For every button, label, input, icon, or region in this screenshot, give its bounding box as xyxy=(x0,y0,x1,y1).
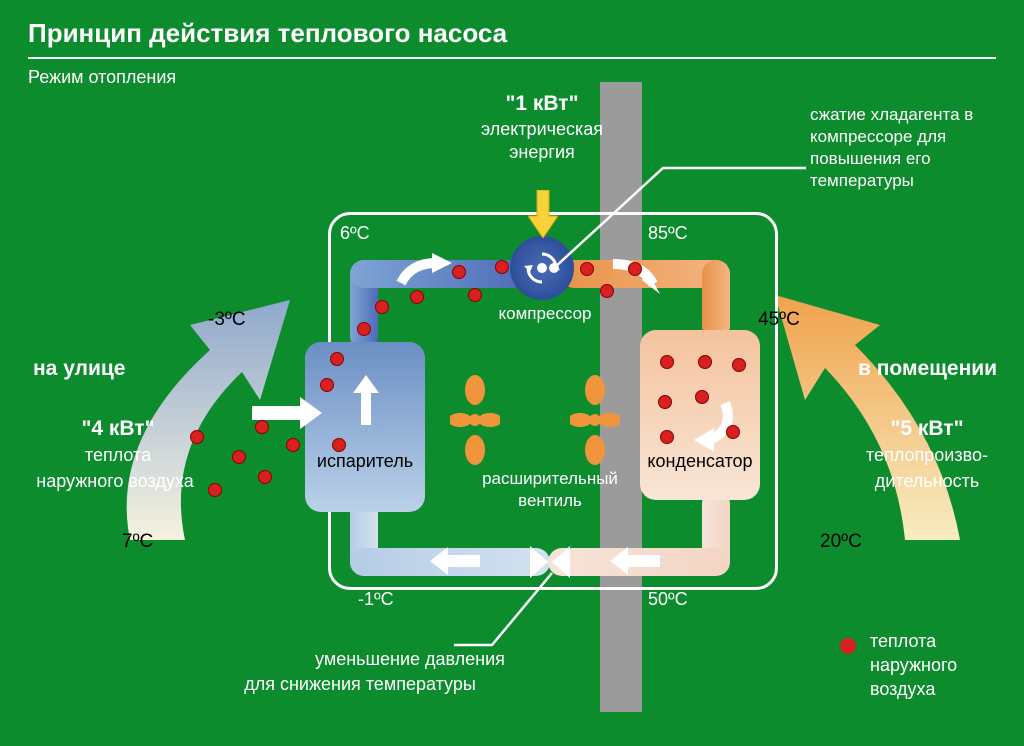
temp-outside-out: -3ºС xyxy=(208,308,246,333)
heat-dot xyxy=(286,438,300,452)
heat-dot xyxy=(600,284,614,298)
exp-valve-label-1: расширительный xyxy=(450,468,650,490)
flow-arrow-icon xyxy=(351,375,381,425)
pressure-note-1: уменьшение давления xyxy=(260,648,560,671)
flow-arrow-icon xyxy=(610,545,665,575)
outside-power: "4 кВт" xyxy=(28,415,208,442)
fan-right-icon xyxy=(570,375,620,465)
heat-dot xyxy=(410,290,424,304)
legend-line-1: теплота xyxy=(870,630,936,653)
inside-location: в помещении xyxy=(858,355,997,382)
leader-line xyxy=(452,570,562,650)
heat-dot xyxy=(660,355,674,369)
compression-note: сжатие хладагента в компрессоре для повы… xyxy=(810,104,1020,192)
temp-top-left: 6ºС xyxy=(340,222,370,245)
heat-dot xyxy=(698,355,712,369)
heat-dot xyxy=(468,288,482,302)
heat-dot xyxy=(580,262,594,276)
outside-desc-1: теплота xyxy=(28,444,208,467)
evaporator-box xyxy=(305,342,425,512)
temp-inside-in: 20ºС xyxy=(820,530,862,555)
heat-dot xyxy=(726,425,740,439)
inside-desc-2: дительность xyxy=(842,470,1012,493)
exp-valve-label-2: вентиль xyxy=(450,490,650,512)
fan-left-icon xyxy=(450,375,500,465)
heat-dot xyxy=(375,300,389,314)
inside-desc-1: теплопроизво- xyxy=(842,444,1012,467)
diagram-container: "1 кВт" электрическая энергия сжатие хла… xyxy=(0,0,1024,746)
compressor-label: компрессор xyxy=(480,303,610,325)
heat-dot xyxy=(495,260,509,274)
power-input-value: "1 кВт" xyxy=(462,90,622,117)
heat-dot xyxy=(357,322,371,336)
heat-dot xyxy=(658,395,672,409)
outside-location: на улице xyxy=(33,355,125,382)
heat-dot xyxy=(320,378,334,392)
heat-dot xyxy=(452,265,466,279)
outside-desc-2: наружного воздуха xyxy=(10,470,220,493)
legend-line-3: воздуха xyxy=(870,678,935,701)
evaporator-label: испаритель xyxy=(300,450,430,473)
legend-dot xyxy=(840,638,856,654)
flow-arrow-icon xyxy=(396,253,456,293)
temp-bottom-left: -1ºС xyxy=(358,588,394,611)
power-input-label: электрическая энергия xyxy=(452,118,632,165)
heat-dot xyxy=(232,450,246,464)
heat-dot xyxy=(628,262,642,276)
heat-dot xyxy=(255,420,269,434)
heat-dot xyxy=(330,352,344,366)
temp-inside-out: 45ºС xyxy=(758,308,800,333)
legend-line-2: наружного xyxy=(870,654,957,677)
heat-dot xyxy=(258,470,272,484)
heat-dot xyxy=(695,390,709,404)
temp-top-right: 85ºС xyxy=(648,222,688,245)
heat-dot xyxy=(732,358,746,372)
condenser-label: конденсатор xyxy=(635,450,765,473)
temp-outside-in: 7ºС xyxy=(122,530,153,555)
heat-dot xyxy=(660,430,674,444)
inside-power: "5 кВт" xyxy=(842,415,1012,442)
pressure-note-2: для снижения температуры xyxy=(150,673,570,696)
temp-bottom-right: 50ºС xyxy=(648,588,688,611)
